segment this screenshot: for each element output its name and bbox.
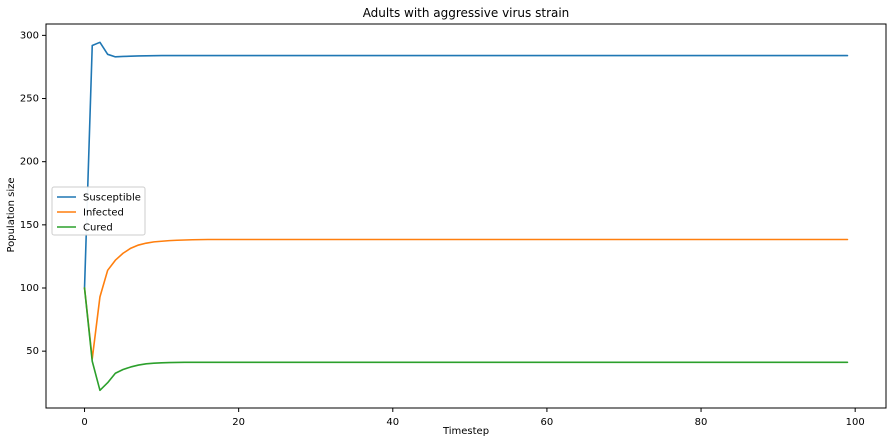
x-axis-label: Timestep: [442, 426, 489, 437]
series-line-susceptible: [83, 41, 849, 289]
y-axis-label: Population size: [6, 177, 17, 252]
y-tick-label: 100: [20, 283, 39, 294]
series-line-infected: [83, 238, 849, 360]
x-tick-label: 80: [695, 417, 708, 428]
plot-frame: [45, 23, 887, 409]
x-tick-label: 40: [386, 417, 399, 428]
axes: 0 20 40 60 80 100 50 100 150 200 250 300: [20, 23, 887, 428]
y-tick-label: 300: [20, 30, 39, 41]
x-tick-label: 20: [232, 417, 245, 428]
y-tick-label: 200: [20, 157, 39, 168]
series-line-cured: [83, 287, 849, 392]
y-tick-label: 150: [20, 220, 39, 231]
x-tick-label: 60: [541, 417, 554, 428]
y-tick-label: 50: [26, 346, 39, 357]
legend-label-infected: Infected: [83, 208, 124, 219]
legend: Susceptible Infected Cured: [51, 186, 146, 236]
legend-label-susceptible: Susceptible: [83, 193, 141, 204]
legend-label-cured: Cured: [83, 223, 113, 234]
plot-area: [83, 41, 849, 392]
x-tick-label: 100: [846, 417, 865, 428]
x-tick-label: 0: [81, 417, 87, 428]
chart-title: Adults with aggressive virus strain: [363, 6, 570, 20]
legend-box: [51, 186, 146, 236]
y-tick-label: 250: [20, 94, 39, 105]
